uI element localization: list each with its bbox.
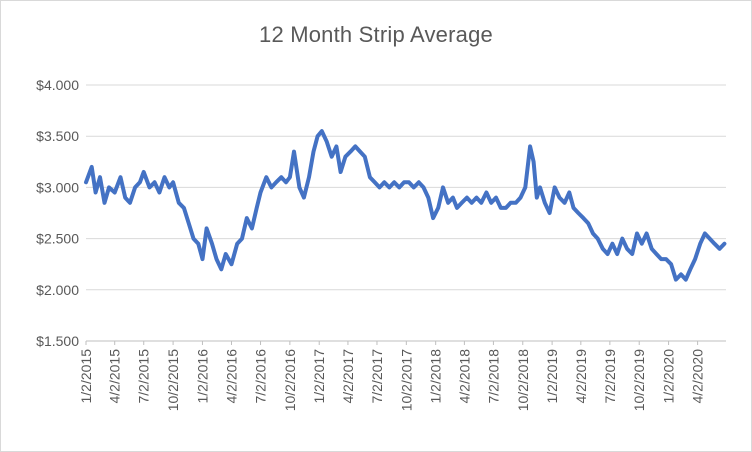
x-tick-label: 7/2/2015 (136, 349, 152, 404)
chart-title: 12 Month Strip Average (259, 22, 493, 47)
y-tick-label: $3.500 (36, 128, 79, 144)
x-tick-label: 4/2/2016 (223, 349, 239, 404)
x-tick-label: 4/2/2018 (456, 349, 472, 404)
x-tick-label: 10/2/2018 (515, 349, 531, 411)
y-tick-label: $1.500 (36, 333, 79, 349)
x-tick-label: 7/2/2016 (253, 349, 269, 404)
x-tick-label: 1/2/2016 (194, 349, 210, 404)
y-tick-label: $4.000 (36, 77, 79, 93)
series-line (84, 129, 727, 282)
x-tick-label: 7/2/2017 (369, 349, 385, 404)
x-tick-label: 10/2/2016 (282, 349, 298, 411)
x-tick-label: 1/2/2019 (544, 349, 560, 404)
x-tick-label: 4/2/2017 (340, 349, 356, 404)
y-axis-ticks: $1.500 $2.000 $2.500 $3.000 $3.500 $4.000 (36, 77, 79, 349)
plot-area (84, 129, 727, 282)
gridlines (86, 84, 726, 291)
x-tick-label: 1/2/2020 (661, 349, 677, 404)
x-tick-label: 4/2/2019 (573, 349, 589, 404)
x-tick-label: 7/2/2018 (485, 349, 501, 404)
x-axis-ticks: 1/2/2015 4/2/2015 7/2/2015 10/2/2015 1/2/201… (78, 341, 706, 411)
x-tick-label: 4/2/2020 (690, 349, 706, 404)
y-tick-label: $2.500 (36, 231, 79, 247)
y-tick-label: $3.000 (36, 179, 79, 195)
x-tick-label: 10/2/2019 (631, 349, 647, 411)
x-tick-label: 1/2/2015 (78, 349, 94, 404)
x-tick-label: 4/2/2015 (107, 349, 123, 404)
y-tick-label: $2.000 (36, 282, 79, 298)
x-tick-label: 7/2/2019 (602, 349, 618, 404)
x-tick-label: 1/2/2018 (428, 349, 444, 404)
x-tick-label: 1/2/2017 (311, 349, 327, 404)
x-tick-label: 10/2/2017 (398, 349, 414, 411)
x-tick-label: 10/2/2015 (165, 349, 181, 411)
